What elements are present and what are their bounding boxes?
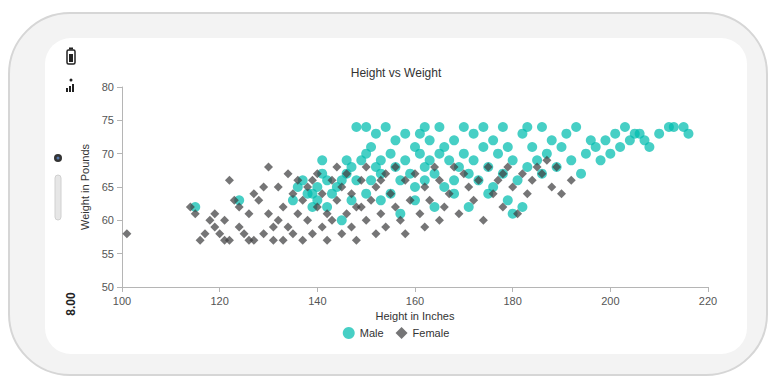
svg-text:140: 140 bbox=[308, 295, 326, 307]
svg-text:220: 220 bbox=[699, 295, 717, 307]
svg-text:80: 80 bbox=[102, 81, 114, 93]
svg-text:60: 60 bbox=[102, 214, 114, 226]
svg-text:180: 180 bbox=[503, 295, 521, 307]
svg-text:55: 55 bbox=[102, 248, 114, 260]
svg-text:120: 120 bbox=[210, 295, 228, 307]
svg-text:200: 200 bbox=[601, 295, 619, 307]
svg-text:70: 70 bbox=[102, 148, 114, 160]
svg-text:Height in Inches: Height in Inches bbox=[376, 310, 455, 322]
svg-text:Male: Male bbox=[360, 327, 384, 339]
svg-text:75: 75 bbox=[102, 114, 114, 126]
svg-text:Female: Female bbox=[413, 327, 450, 339]
svg-text:65: 65 bbox=[102, 181, 114, 193]
svg-text:160: 160 bbox=[406, 295, 424, 307]
svg-text:100: 100 bbox=[113, 295, 131, 307]
html-text:8.00: 8.00 bbox=[64, 292, 78, 316]
svg-text:Height vs Weight: Height vs Weight bbox=[351, 66, 442, 80]
svg-text:50: 50 bbox=[102, 281, 114, 293]
svg-text:Weight in Pounds: Weight in Pounds bbox=[79, 143, 91, 230]
